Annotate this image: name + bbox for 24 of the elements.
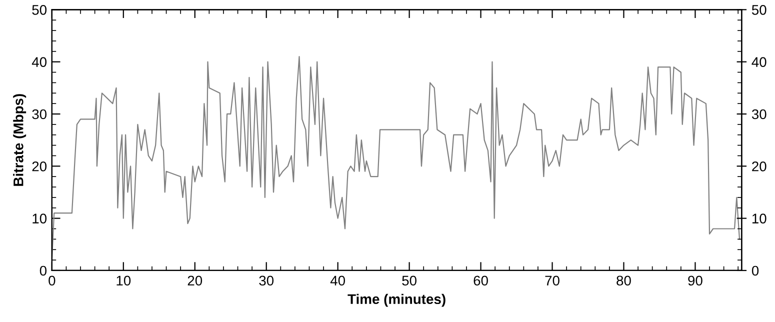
y2-tick-label: 40 [752, 57, 766, 67]
x-axis-title: Time (minutes) [348, 294, 446, 307]
x-tick-label: 10 [116, 276, 131, 286]
x-tick-label: 40 [330, 276, 346, 286]
y-tick-label: 0 [40, 266, 47, 276]
y2-tick-label: 0 [752, 266, 759, 276]
y-tick-label: 30 [32, 109, 47, 120]
x-tick-label: 30 [259, 276, 274, 286]
x-tick-label: 0 [48, 276, 56, 286]
x-tick-label: 70 [545, 276, 560, 286]
y-tick-label: 10 [32, 214, 47, 224]
y-tick-label: 40 [32, 57, 47, 67]
y-tick-label: 20 [32, 161, 47, 172]
x-tick-label: 90 [688, 276, 702, 286]
x-tick-label: 80 [616, 276, 631, 286]
y2-tick-label: 20 [752, 161, 766, 172]
y2-tick-label: 30 [752, 109, 766, 120]
y2-tick-label: 50 [752, 4, 766, 15]
x-tick-label: 60 [474, 276, 488, 286]
y2-tick-label: 10 [752, 214, 766, 224]
x-tick-label: 50 [402, 276, 416, 286]
y-tick-label: 50 [32, 4, 47, 15]
y-axis-title: Bitrate (Mbps) [13, 94, 26, 186]
x-tick-label: 20 [188, 276, 202, 286]
